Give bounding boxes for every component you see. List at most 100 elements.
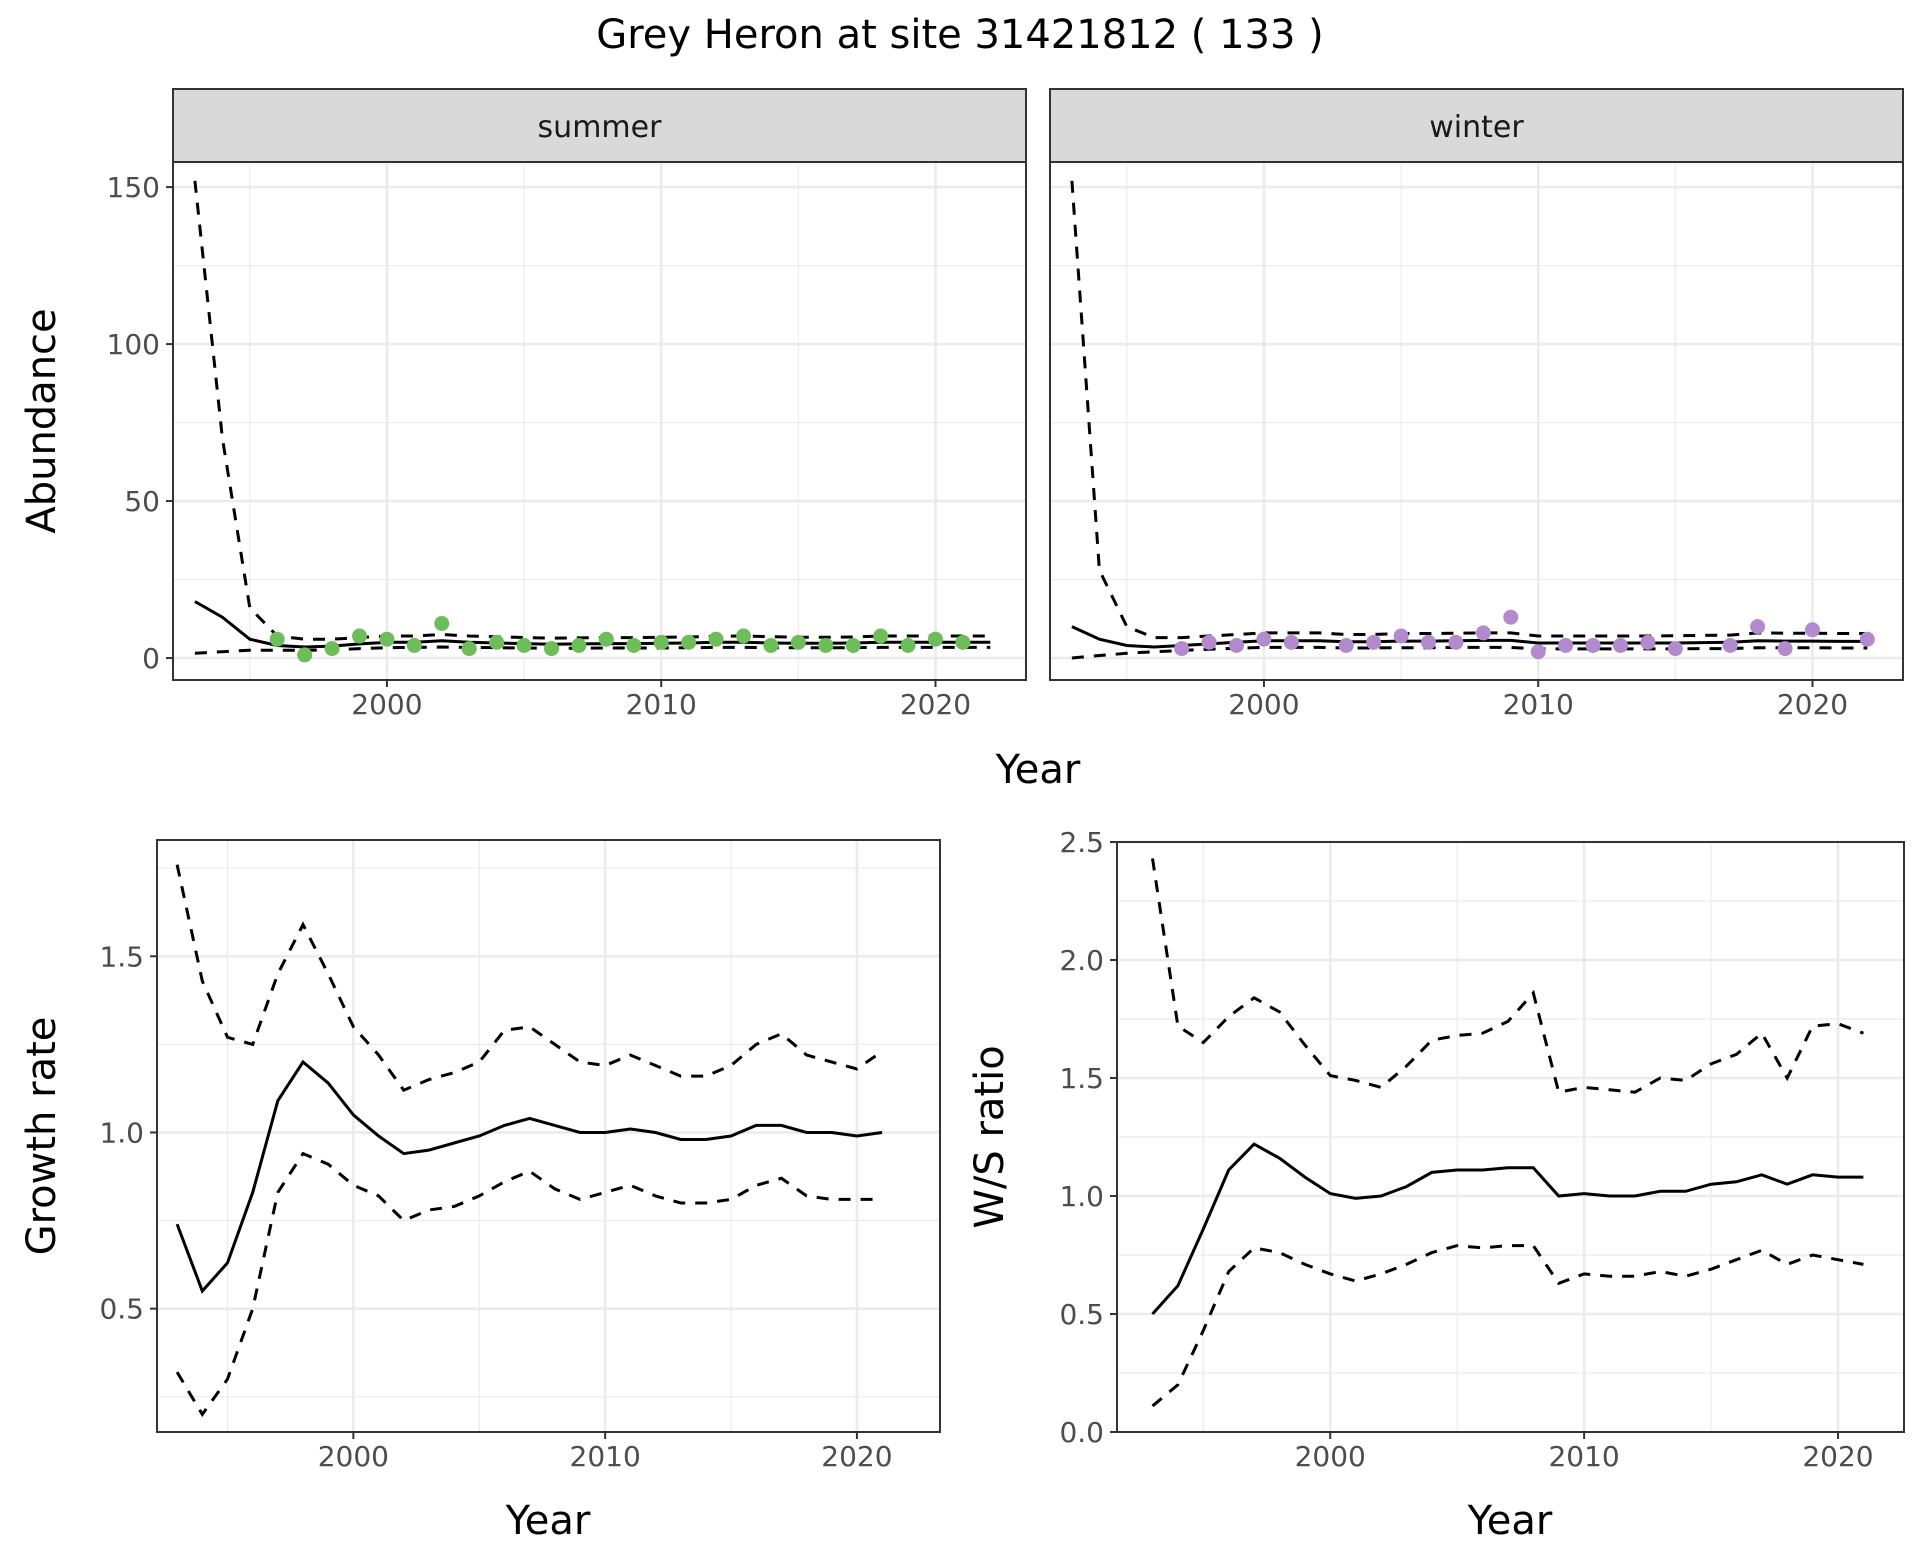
abundance-summer-data-point <box>434 615 450 631</box>
ws-ratio-x-tick-label: 2010 <box>1548 1440 1619 1473</box>
abundance-winter-data-point <box>1804 622 1820 638</box>
abundance-winter-x-tick-label: 2020 <box>1777 688 1848 721</box>
abundance-summer-data-point <box>626 637 642 653</box>
abundance-winter-panel <box>1049 161 1904 687</box>
abundance-summer-y-tick-label: 100 <box>107 328 160 361</box>
facet-strip-label-summer: summer <box>538 110 663 145</box>
abundance-summer-data-point <box>352 628 368 644</box>
abundance-summer-data-point <box>681 634 697 650</box>
abundance-summer-data-point <box>297 647 313 663</box>
ws-ratio-panel <box>1110 840 1905 1439</box>
abundance-summer-data-point <box>900 637 916 653</box>
ws-ratio-y-tick-label: 1.5 <box>1059 1062 1104 1095</box>
abundance-winter-data-point <box>1503 609 1519 625</box>
abundance-winter-data-point <box>1667 641 1683 657</box>
facet-strip-winter <box>1049 88 1904 163</box>
ws-ratio-panel-border <box>1116 841 1905 1433</box>
abundance-summer-data-point <box>653 634 669 650</box>
growth-lower-ci-line <box>175 1151 883 1418</box>
abundance-summer-y-tick-label: 50 <box>124 485 160 518</box>
ws-ratio-y-tick-label: 2.5 <box>1059 826 1104 859</box>
abundance-summer-x-tick-label: 2000 <box>351 688 422 721</box>
growth-x-axis-label: Year <box>505 1498 591 1544</box>
abundance-summer-data-point <box>845 637 861 653</box>
growth-y-axis-label: Growth rate <box>19 1017 65 1256</box>
abundance-winter-data-point <box>1283 634 1299 650</box>
abundance-summer-data-point <box>516 637 532 653</box>
growth-y-tick-label: 0.5 <box>99 1293 144 1326</box>
ws-ratio-y-tick-label: 2.0 <box>1059 944 1104 977</box>
growth-estimate-line <box>175 1059 883 1294</box>
abundance-winter-data-point <box>1640 634 1656 650</box>
abundance-summer-data-point <box>818 637 834 653</box>
abundance-winter-data-point <box>1475 625 1491 641</box>
abundance-summer-data-point <box>461 641 477 657</box>
abundance-winter-data-point <box>1585 637 1601 653</box>
abundance-y-axis-label: Abundance <box>19 308 65 533</box>
abundance-summer-data-point <box>489 634 505 650</box>
growth-panel <box>150 839 941 1439</box>
abundance-summer-y-tick-label: 0 <box>142 642 160 675</box>
abundance-winter-data-point <box>1338 637 1354 653</box>
abundance-winter-data-point <box>1421 634 1437 650</box>
chart-title: Grey Heron at site 31421812 ( 133 ) <box>596 12 1324 58</box>
abundance-winter-panel-border <box>1049 161 1904 681</box>
ws-ratio-y-tick-label: 0.5 <box>1059 1298 1104 1331</box>
abundance-winter-x-tick-label: 2000 <box>1228 688 1299 721</box>
abundance-x-axis-label: Year <box>995 747 1081 793</box>
abundance-summer-y-tick-label: 150 <box>107 171 160 204</box>
abundance-summer-data-point <box>379 631 395 647</box>
growth-upper-ci-line <box>175 864 883 1093</box>
growth-panel-border <box>156 839 941 1433</box>
growth-y-tick-label: 1.0 <box>99 1116 144 1149</box>
ws-ratio-x-tick-label: 2020 <box>1802 1440 1873 1473</box>
ws-ratio-x-axis-label: Year <box>1467 1498 1553 1544</box>
abundance-winter-data-point <box>1448 634 1464 650</box>
abundance-summer-data-point <box>790 634 806 650</box>
abundance-summer-plot-background <box>173 162 1026 680</box>
abundance-winter-data-point <box>1722 637 1738 653</box>
abundance-summer-data-point <box>571 637 587 653</box>
abundance-winter-data-point <box>1229 637 1245 653</box>
abundance-winter-data-point <box>1366 634 1382 650</box>
abundance-winter-x-tick-label: 2010 <box>1503 688 1574 721</box>
abundance-summer-x-tick-label: 2020 <box>900 688 971 721</box>
abundance-winter-data-point <box>1859 631 1875 647</box>
abundance-summer-data-point <box>406 637 422 653</box>
abundance-winter-data-point <box>1777 641 1793 657</box>
abundance-summer-data-point <box>544 641 560 657</box>
abundance-summer-panel <box>166 161 1027 687</box>
ws-ratio-y-tick-label: 0.0 <box>1059 1416 1104 1449</box>
abundance-winter-data-point <box>1750 619 1766 635</box>
abundance-winter-plot-background <box>1050 162 1903 680</box>
abundance-winter-data-point <box>1530 644 1546 660</box>
abundance-winter-data-point <box>1201 634 1217 650</box>
ws-ratio-y-tick-label: 1.0 <box>1059 1180 1104 1213</box>
ws-ratio-estimate-line <box>1151 1142 1864 1316</box>
ws-ratio-x-tick-label: 2000 <box>1295 1440 1366 1473</box>
abundance-summer-data-point <box>598 631 614 647</box>
abundance-summer-data-point <box>927 631 943 647</box>
growth-plot-background <box>157 840 940 1432</box>
abundance-winter-data-point <box>1558 637 1574 653</box>
facet-strip-label-winter: winter <box>1429 110 1524 145</box>
abundance-summer-data-point <box>269 631 285 647</box>
growth-y-tick-label: 1.5 <box>99 940 144 973</box>
abundance-winter-data-point <box>1174 641 1190 657</box>
ws-ratio-y-axis-label: W/S ratio <box>967 1045 1013 1228</box>
abundance-winter-data-point <box>1612 637 1628 653</box>
growth-x-tick-label: 2010 <box>570 1440 641 1473</box>
abundance-summer-data-point <box>763 637 779 653</box>
growth-x-tick-label: 2000 <box>318 1440 389 1473</box>
ws-ratio-upper-ci-line <box>1151 858 1864 1094</box>
abundance-winter-data-point <box>1393 628 1409 644</box>
abundance-summer-data-point <box>735 628 751 644</box>
abundance-summer-panel-border <box>172 161 1027 681</box>
growth-x-tick-label: 2020 <box>821 1440 892 1473</box>
abundance-summer-x-tick-label: 2010 <box>626 688 697 721</box>
ws-ratio-lower-ci-line <box>1151 1244 1864 1408</box>
facet-strip-summer <box>172 88 1027 163</box>
abundance-summer-data-point <box>708 631 724 647</box>
